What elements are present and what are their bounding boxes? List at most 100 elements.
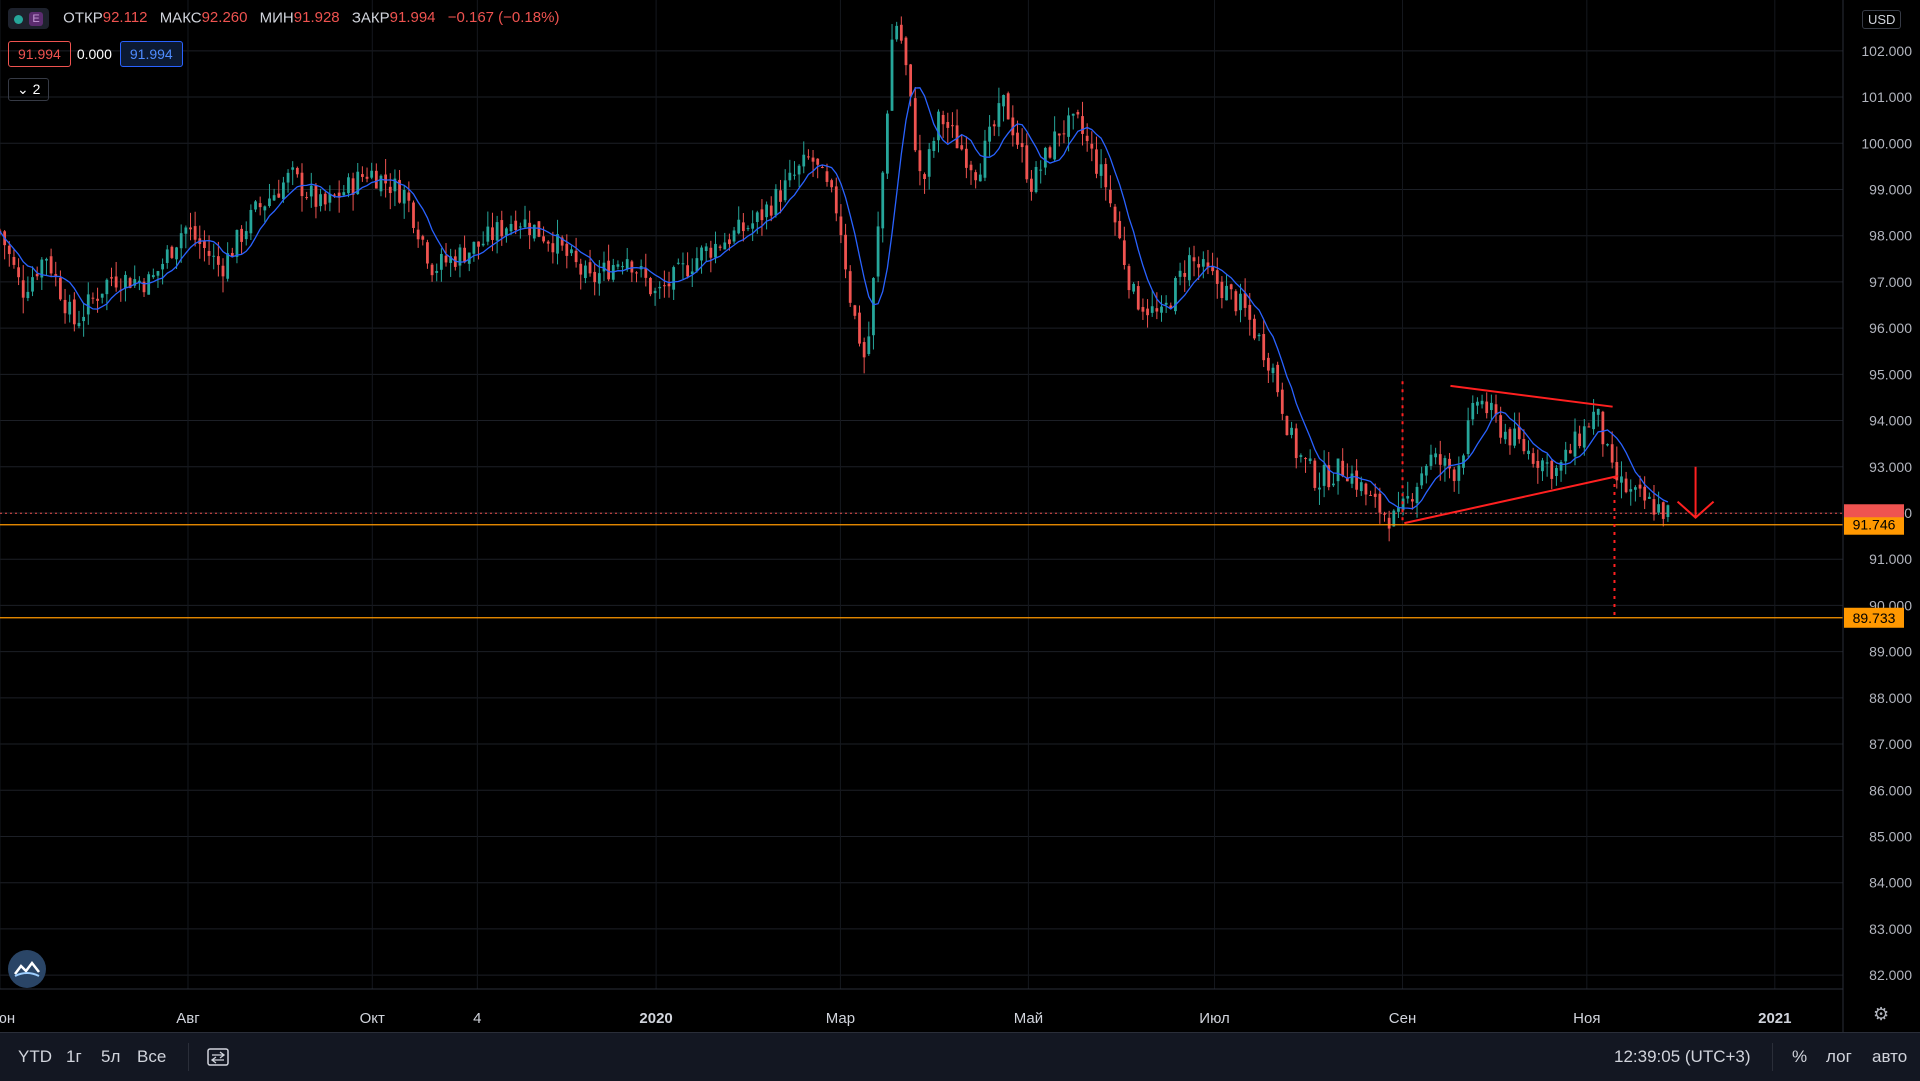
candle-body	[203, 240, 206, 249]
candle-body	[704, 246, 708, 252]
range-ytd[interactable]: YTD	[18, 1047, 52, 1066]
compare-range-icon[interactable]	[207, 1047, 229, 1072]
range-1y[interactable]: 1г	[66, 1047, 82, 1066]
level-price-tag	[1844, 514, 1904, 535]
x-tick-label: Май	[1014, 1010, 1043, 1027]
candle-body	[649, 277, 652, 295]
candle-body	[128, 278, 132, 288]
y-tick-label: 87.000	[1869, 736, 1912, 752]
candle-body	[72, 299, 76, 325]
candle-body	[1397, 506, 1400, 512]
candle-body	[607, 260, 611, 280]
candle-body	[899, 24, 903, 41]
candle-body	[221, 265, 225, 277]
candle-body	[226, 253, 230, 279]
symbol-badges[interactable]: E	[8, 8, 49, 29]
candle-body	[426, 242, 429, 264]
drawings[interactable]	[1401, 381, 1715, 618]
candle-body	[379, 175, 383, 192]
collapse-studies-button[interactable]: ⌄ 2	[8, 78, 50, 101]
candle-body	[1652, 499, 1656, 515]
settings-gear-icon[interactable]: ⚙	[1873, 1004, 1890, 1024]
candle-body	[630, 261, 634, 273]
candle-body	[765, 204, 768, 218]
candle-body	[518, 226, 522, 228]
candle-body	[370, 170, 374, 178]
candle-body	[1318, 487, 1321, 490]
price-scale[interactable]: 82.000 83.000 84.000 85.000 86.000 87.000 88.0…	[1861, 43, 1912, 983]
candle-body	[676, 262, 680, 264]
candle-body	[1582, 426, 1586, 448]
time-scale[interactable]: Июн Авг Окт 4 2020 Мар Май Июл Сен Ноя 2021	[0, 1010, 1791, 1027]
candle-body	[1285, 416, 1289, 436]
log-toggle[interactable]: лог	[1826, 1047, 1852, 1066]
auto-toggle[interactable]: авто	[1872, 1047, 1908, 1066]
candle-body	[1271, 367, 1275, 374]
candle-body	[68, 301, 72, 315]
range-all[interactable]: Все	[137, 1047, 167, 1066]
candle-body	[797, 165, 801, 175]
chevron-down-icon: ⌄	[17, 81, 29, 97]
candle-body	[374, 170, 378, 189]
candle-body	[1596, 408, 1600, 415]
candle-body	[1109, 189, 1112, 204]
price-value-box: 91.994	[8, 41, 71, 67]
candle-body	[1443, 458, 1447, 466]
candle-body	[895, 25, 899, 40]
candle-body	[1480, 400, 1484, 405]
candle-body	[853, 305, 857, 316]
candle-body	[356, 171, 360, 195]
candle-body	[658, 286, 662, 289]
candle-body	[1071, 113, 1075, 116]
candle-body	[1006, 93, 1010, 120]
candle-body	[737, 219, 741, 234]
candle-body	[1266, 357, 1270, 371]
candle-body	[207, 250, 211, 256]
candle-body	[1043, 147, 1047, 168]
candle-body	[1517, 426, 1521, 440]
candle-body	[1462, 455, 1465, 468]
candle-body	[1499, 415, 1503, 438]
candle-body	[351, 178, 355, 195]
y-tick-label: 98.000	[1869, 228, 1912, 244]
percent-toggle[interactable]: %	[1792, 1047, 1808, 1066]
candle-body	[1225, 285, 1228, 301]
candle-body	[904, 37, 908, 66]
candle-body	[291, 167, 295, 170]
chart-background	[0, 0, 1920, 1032]
earnings-badge[interactable]: E	[29, 12, 43, 27]
candle-body	[1322, 465, 1326, 486]
candle-body	[1624, 478, 1628, 493]
currency-badge[interactable]: USD	[1862, 10, 1902, 29]
candle-body	[175, 247, 178, 260]
candle-body	[1118, 220, 1122, 239]
candle-body	[760, 209, 764, 221]
tradingview-logo-icon[interactable]	[8, 950, 46, 988]
candle-body	[1299, 455, 1303, 457]
candle-body	[477, 241, 480, 247]
bottom-toolbar: YTD 1г 5л Все 12:39:05 (UTC+3) % лог авт…	[0, 1032, 1920, 1081]
candle-body	[463, 247, 466, 263]
moving-average	[0, 87, 1669, 510]
clock-time[interactable]: 12:39:05 (UTC+3)	[1614, 1047, 1751, 1066]
candle-body	[110, 277, 113, 279]
x-tick-label: Ноя	[1573, 1010, 1600, 1027]
range-5y[interactable]: 5л	[101, 1047, 121, 1066]
candle-body	[235, 229, 239, 257]
candle-body	[254, 201, 257, 210]
candle-body	[151, 275, 155, 278]
candle-body	[597, 273, 601, 284]
horizontal-levels[interactable]	[0, 512, 1843, 619]
candle-body	[1183, 273, 1187, 277]
candle-body	[755, 212, 759, 222]
candle-body	[932, 140, 936, 151]
candle-body	[983, 140, 987, 178]
candle-body	[1090, 143, 1094, 149]
candle-body	[1438, 454, 1442, 465]
price-chart[interactable]: 82.000 83.000 84.000 85.000 86.000 87.000 88.0…	[0, 0, 1920, 1032]
candle-body	[277, 193, 281, 198]
candle-body	[1545, 462, 1549, 464]
candle-body	[667, 283, 671, 287]
x-tick-label: Мар	[826, 1010, 855, 1027]
candle-body	[59, 277, 62, 300]
